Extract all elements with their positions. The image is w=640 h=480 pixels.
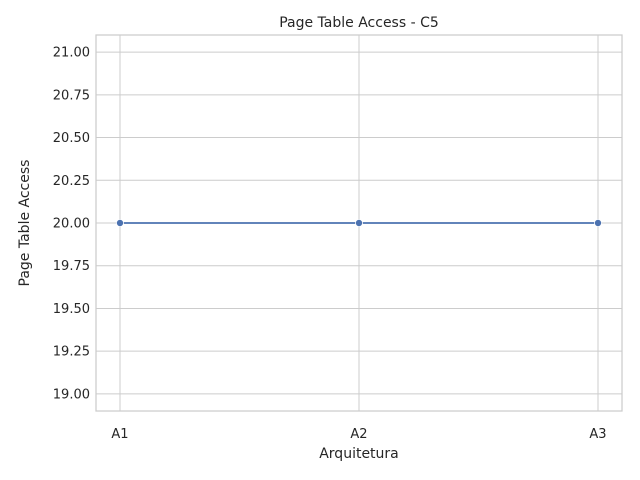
x-axis-label: Arquitetura — [319, 446, 399, 462]
tick-labels: A1 A2 A3 19.00 19.25 19.50 19.75 20.00 20.25 20.5… — [53, 46, 607, 442]
y-tick-label: 19.75 — [53, 259, 90, 274]
data-point — [116, 218, 125, 227]
y-tick-label: 20.25 — [53, 174, 90, 189]
y-tick-label: 19.50 — [53, 302, 90, 317]
y-tick-label: 20.75 — [53, 88, 90, 103]
data-point — [354, 218, 363, 227]
grid-lines — [96, 35, 622, 411]
series-layer — [116, 218, 603, 227]
x-tick-label: A1 — [111, 427, 128, 442]
y-axis-label: Page Table Access — [17, 160, 33, 287]
x-tick-label: A2 — [350, 427, 367, 442]
y-tick-label: 21.00 — [53, 46, 90, 61]
chart-title: Page Table Access - C5 — [279, 15, 439, 31]
y-tick-label: 20.50 — [53, 131, 90, 146]
y-tick-label: 20.00 — [53, 217, 90, 232]
plot-frame — [95, 34, 623, 412]
x-tick-label: A3 — [589, 427, 606, 442]
y-tick-label: 19.25 — [53, 345, 90, 360]
data-point — [594, 218, 603, 227]
y-tick-label: 19.00 — [53, 387, 90, 402]
